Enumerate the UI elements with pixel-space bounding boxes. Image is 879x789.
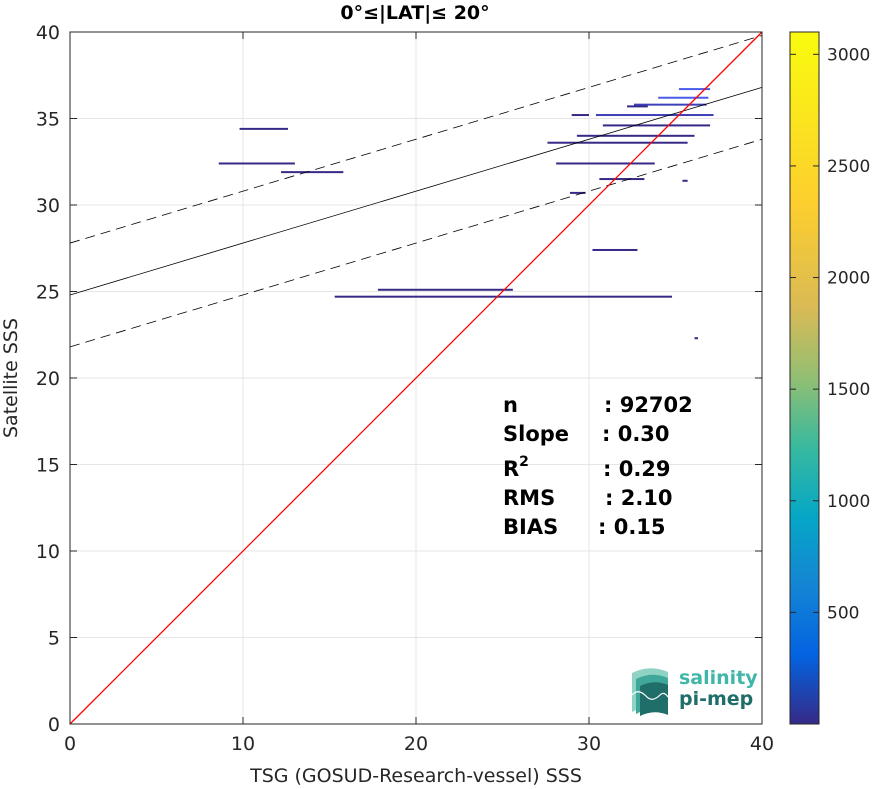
density-point-16 xyxy=(592,248,638,251)
density-point-6 xyxy=(547,141,688,144)
fit-line xyxy=(69,86,763,296)
stat-bias-key: BIAS xyxy=(503,515,558,539)
stat-r2-key: R2 xyxy=(503,454,529,481)
stat-r2-sup: 2 xyxy=(519,454,529,470)
y-tick-label-0: 0 xyxy=(48,714,60,736)
y-tick-label-1: 5 xyxy=(48,628,60,650)
density-points xyxy=(218,88,714,340)
density-point-12 xyxy=(678,88,711,91)
y-tick-label-2: 10 xyxy=(36,541,60,563)
x-tick-label-3: 30 xyxy=(577,733,601,755)
density-point-0 xyxy=(239,127,288,130)
colorbar-tick-label-1: 1000 xyxy=(827,492,870,512)
x-tick-label-4: 40 xyxy=(750,733,774,755)
density-point-8 xyxy=(595,114,714,117)
density-point-19 xyxy=(694,337,698,340)
density-point-13 xyxy=(571,114,589,117)
lower-envelope-line xyxy=(69,138,763,348)
density-point-5 xyxy=(556,162,655,165)
y-tick-label-4: 20 xyxy=(36,368,60,390)
density-point-15 xyxy=(569,191,586,194)
colorbar-tick-label-4: 2500 xyxy=(827,157,870,177)
y-axis-title: Satellite SSS xyxy=(0,318,22,438)
stat-r2-value: : 0.29 xyxy=(603,457,671,481)
density-point-7 xyxy=(576,134,695,137)
upper-envelope-line xyxy=(69,35,763,244)
density-point-11 xyxy=(658,96,709,99)
stats-box: n : 92702 Slope : 0.30 R2 : 0.29 RMS : 2… xyxy=(503,393,693,539)
chart-title: 0°≤|LAT|≤ 20° xyxy=(340,2,489,24)
colorbar-tick-label-2: 1500 xyxy=(827,380,870,400)
stat-n-key: n xyxy=(503,393,518,417)
one-to-one-line xyxy=(69,31,763,725)
stat-slope-value: : 0.30 xyxy=(602,422,670,446)
regression-lines xyxy=(69,31,763,725)
x-tick-label-0: 0 xyxy=(64,733,76,755)
logo-text-pimep: pi-mep xyxy=(679,688,753,710)
density-point-3 xyxy=(377,288,513,291)
y-tick-label-3: 15 xyxy=(36,455,60,477)
density-point-14 xyxy=(627,105,648,108)
stat-r2-base: R xyxy=(503,457,519,481)
density-point-18 xyxy=(682,179,688,182)
density-point-9 xyxy=(602,124,711,127)
x-tick-label-1: 10 xyxy=(231,733,255,755)
salinity-pi-mep-logo: salinity pi-mep xyxy=(631,667,758,716)
density-point-2 xyxy=(281,171,344,174)
stat-rms-key: RMS xyxy=(503,486,555,510)
colorbar-tick-label-0: 500 xyxy=(827,603,859,623)
y-tick-label-5: 25 xyxy=(36,282,60,304)
stat-rms-value: : 2.10 xyxy=(605,486,673,510)
y-tick-label-7: 35 xyxy=(36,109,60,131)
colorbar-ticks: 500 1000 1500 2000 2500 3000 xyxy=(790,45,870,623)
stat-slope-key: Slope xyxy=(503,422,569,446)
density-point-4 xyxy=(334,295,673,298)
density-point-10 xyxy=(633,103,707,106)
stat-bias-value: : 0.15 xyxy=(598,515,666,539)
logo-text-salinity: salinity xyxy=(679,667,758,689)
axis-ticks: 0 10 20 30 40 0 5 10 15 20 25 30 35 40 xyxy=(36,22,774,755)
stat-n-value: : 92702 xyxy=(604,393,693,417)
colorbar-tick-label-5: 3000 xyxy=(827,45,870,65)
density-point-17 xyxy=(599,178,645,181)
colorbar xyxy=(789,31,820,725)
y-tick-label-8: 40 xyxy=(36,22,60,44)
y-tick-label-6: 30 xyxy=(36,195,60,217)
x-axis-title: TSG (GOSUD-Research-vessel) SSS xyxy=(249,765,582,787)
x-tick-label-2: 20 xyxy=(404,733,428,755)
wave-logo-icon xyxy=(631,668,669,716)
colorbar-tick-label-3: 2000 xyxy=(827,269,870,289)
density-point-1 xyxy=(218,162,295,165)
